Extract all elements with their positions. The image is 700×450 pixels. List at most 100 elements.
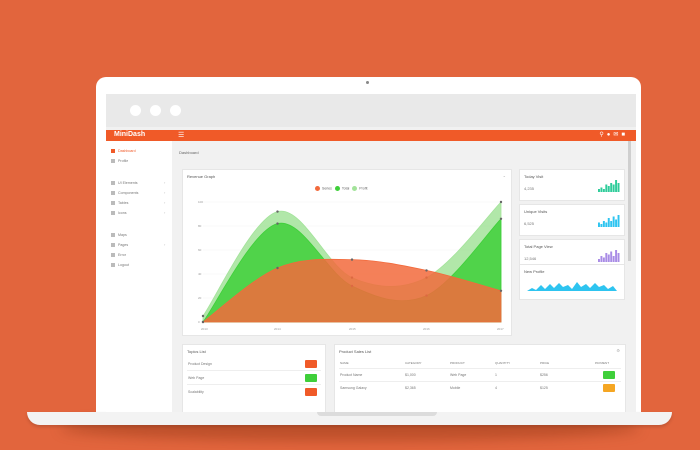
status-badge[interactable] xyxy=(603,384,615,392)
table-cell: $2,365 xyxy=(405,386,416,390)
data-point-profit[interactable] xyxy=(499,200,503,204)
sidebar: Dashboard Profile UI Elements Components… xyxy=(106,141,172,412)
stat-card-new-profile: New Profile xyxy=(519,264,625,300)
sidebar-item-maps[interactable]: Maps xyxy=(111,233,127,238)
table-header: PRICE xyxy=(540,361,550,365)
bell-icon[interactable]: ● xyxy=(606,132,614,138)
mail-icon[interactable]: ✉ xyxy=(613,132,622,138)
sparkline-bar xyxy=(612,256,615,262)
sparkline-bar xyxy=(612,216,615,227)
sparkline-bar xyxy=(602,189,605,192)
stat-value: 12,546 xyxy=(524,256,537,261)
divider xyxy=(339,368,621,369)
app-logo[interactable]: MiniDash xyxy=(114,131,146,138)
sidebar-item-ui-elements[interactable]: UI Elements xyxy=(111,181,138,186)
sparkline-bar xyxy=(615,219,618,227)
table-icon xyxy=(111,201,115,206)
table-header: CATEGORY xyxy=(405,361,422,365)
stat-title: Today Visit xyxy=(524,174,544,179)
sparkline-bar xyxy=(615,180,618,192)
page-scrollbar[interactable] xyxy=(628,141,631,261)
window-dot-close-icon[interactable] xyxy=(130,105,141,116)
data-point-series[interactable] xyxy=(276,266,279,270)
sparkline-bar xyxy=(600,224,603,227)
chevron-right-icon: › xyxy=(164,242,166,247)
stat-card-today-visit: Today Visit 4,235 xyxy=(519,169,625,201)
sidebar-item-profile[interactable]: Profile xyxy=(111,159,128,164)
status-badge[interactable] xyxy=(603,371,615,379)
x-tick-label: 2013 xyxy=(201,327,208,331)
sparkline-chart xyxy=(598,180,620,192)
status-badge[interactable] xyxy=(305,360,317,368)
chart-legend: Series Total Profit xyxy=(313,186,367,191)
data-point-profit[interactable] xyxy=(201,314,205,318)
list-item: Product Design xyxy=(188,362,212,366)
page-title: Dashboard xyxy=(179,150,199,155)
legend-swatch xyxy=(315,186,320,191)
sparkline-wave xyxy=(527,282,617,291)
stat-title: Total Page View xyxy=(524,244,553,249)
sparkline-chart xyxy=(598,250,620,262)
sidebar-item-components[interactable]: Components xyxy=(111,191,138,196)
divider xyxy=(187,384,321,385)
window-dot-minimize-icon[interactable] xyxy=(150,105,161,116)
data-point-series[interactable] xyxy=(425,269,428,272)
table-header: QUANTITY xyxy=(495,361,511,365)
laptop-base xyxy=(27,412,672,425)
sparkline-bar xyxy=(598,259,600,262)
data-point-series[interactable] xyxy=(499,289,503,292)
stat-value: 4,235 xyxy=(524,186,535,191)
table-cell: 4 xyxy=(495,386,497,390)
chevron-down-icon[interactable]: ⌄ xyxy=(502,173,506,178)
alert-icon xyxy=(111,253,115,258)
user-icon xyxy=(111,159,115,164)
legend-swatch xyxy=(352,186,358,191)
status-badge[interactable] xyxy=(305,374,317,382)
table-header: PRODUCT xyxy=(450,361,465,365)
menu-toggle-icon[interactable]: ☰ xyxy=(178,132,185,139)
sparkline-bar xyxy=(605,253,608,262)
data-point-total[interactable] xyxy=(499,217,503,220)
legend-label: Series xyxy=(322,186,332,191)
y-tick-label: 100 xyxy=(198,200,204,204)
camera-icon xyxy=(366,81,369,84)
sidebar-item-error[interactable]: Error xyxy=(111,253,126,258)
sidebar-item-dashboard[interactable]: Dashboard xyxy=(111,149,136,154)
sparkline-bar xyxy=(617,215,620,227)
status-badge[interactable] xyxy=(305,388,317,396)
data-point-profit[interactable] xyxy=(276,210,279,213)
window-dot-maximize-icon[interactable] xyxy=(170,105,181,116)
sparkline-bar xyxy=(605,222,608,227)
user-icon[interactable]: ■ xyxy=(621,132,628,138)
sparkline-bar xyxy=(610,251,613,262)
x-tick-label: 2015 xyxy=(349,327,356,331)
sidebar-item-logout[interactable]: Logout xyxy=(111,263,129,268)
sparkline-bar xyxy=(607,218,610,227)
y-tick-label: 60 xyxy=(198,248,202,252)
list-item: Scalability xyxy=(188,390,204,394)
sparkline-bar xyxy=(600,256,603,262)
sparkline-bar xyxy=(600,187,603,192)
search-icon[interactable]: ⚲ xyxy=(599,132,607,138)
data-point-series[interactable] xyxy=(201,320,205,324)
sparkline-area xyxy=(527,282,617,291)
y-tick-label: 0 xyxy=(198,320,200,324)
dashboard-icon xyxy=(111,149,115,154)
sparkline-bar xyxy=(607,186,610,192)
settings-icon[interactable]: ⚙ xyxy=(616,348,620,353)
sidebar-item-pages[interactable]: Pages xyxy=(111,243,128,248)
top-navbar: MiniDash ☰ ⚲●✉■ xyxy=(106,130,636,141)
card-title: Topics List xyxy=(187,349,206,354)
data-point-series[interactable] xyxy=(350,258,354,261)
legend-swatch xyxy=(334,186,340,191)
laptop-notch xyxy=(317,412,437,416)
sparkline-bar xyxy=(605,184,608,192)
data-point-total[interactable] xyxy=(276,222,279,225)
sidebar-item-tables[interactable]: Tables xyxy=(111,201,128,206)
sidebar-item-icons[interactable]: Icons xyxy=(111,211,127,216)
logout-icon xyxy=(111,263,115,268)
table-cell: Web Page xyxy=(450,373,467,377)
sparkline-bar xyxy=(615,250,618,262)
chevron-right-icon: › xyxy=(164,200,166,205)
table-cell: Mobile xyxy=(450,386,461,390)
